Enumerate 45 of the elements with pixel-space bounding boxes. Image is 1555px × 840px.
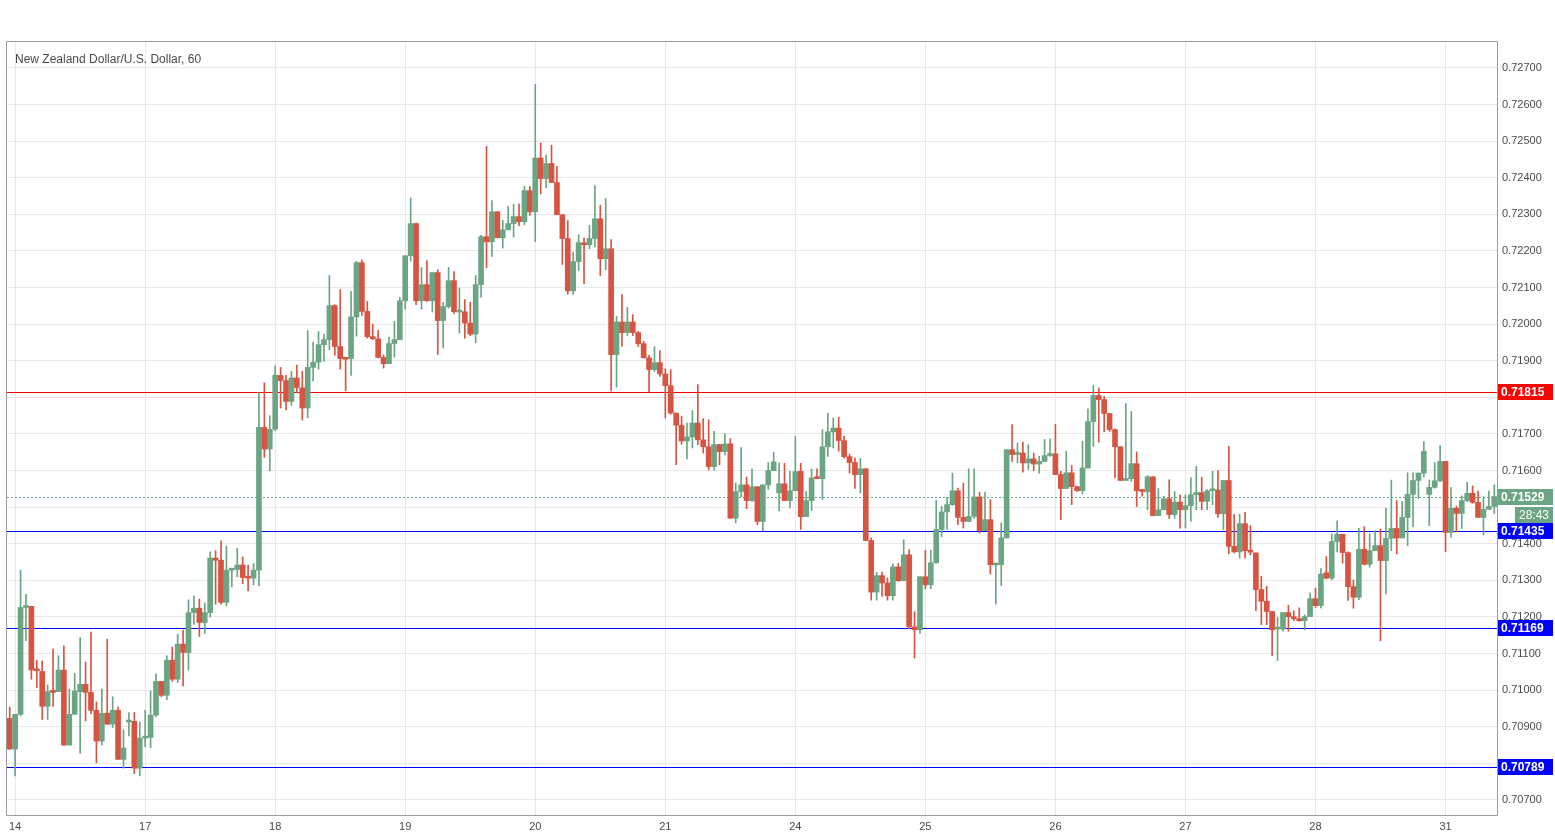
candlestick — [581, 237, 587, 284]
y-tick-label: 0.71200 — [1502, 610, 1542, 623]
x-tick-label: 17 — [139, 819, 152, 832]
candlestick — [1177, 494, 1183, 529]
y-tick-label: 0.70700 — [1502, 793, 1542, 806]
candlestick — [602, 198, 609, 270]
x-tick-label: 28 — [1309, 819, 1322, 832]
y-tick-label: 0.71100 — [1502, 646, 1541, 659]
y-tick-label: 0.72300 — [1502, 207, 1542, 220]
x-tick-label: 20 — [529, 819, 542, 832]
y-tick-label: 0.72200 — [1502, 244, 1542, 257]
x-tick-label: 24 — [789, 819, 802, 832]
y-tick-label: 0.72600 — [1502, 97, 1542, 110]
y-tick-label: 0.71400 — [1502, 536, 1542, 549]
ref-line-label: 0.71435 — [1501, 523, 1545, 538]
candlestick — [50, 648, 56, 707]
y-tick-label: 0.72700 — [1502, 61, 1542, 74]
candlestick — [619, 294, 625, 347]
text: 28:43 — [1518, 507, 1550, 522]
y-tick-label: 0.71000 — [1502, 683, 1542, 696]
y-tick-label: 0.72400 — [1502, 170, 1542, 183]
x-tick-label: 25 — [919, 819, 932, 832]
y-tick-label: 0.71900 — [1502, 353, 1542, 366]
ref-line-label: 0.70789 — [1501, 759, 1545, 774]
text: New Zealand Dollar/U.S. Dollar, 60 — [15, 52, 202, 67]
x-tick-label: 31 — [1439, 819, 1452, 832]
y-tick-label: 0.72000 — [1502, 317, 1542, 330]
y-tick-label: 0.71600 — [1502, 463, 1542, 476]
x-tick-label: 18 — [269, 819, 282, 832]
x-tick-label: 26 — [1049, 819, 1062, 832]
ref-line-label: 0.71815 — [1501, 384, 1545, 399]
ref-line-label: 0.71169 — [1501, 620, 1545, 635]
candlestick — [180, 629, 186, 687]
candlestick — [1009, 424, 1015, 462]
y-tick-label: 0.72500 — [1502, 134, 1542, 147]
y-tick-label: 0.71300 — [1502, 573, 1542, 586]
x-tick-label: 19 — [399, 819, 412, 832]
x-tick-label: 14 — [9, 819, 22, 832]
ref-line-label: 0.71529 — [1501, 489, 1545, 504]
x-tick-label: 21 — [659, 819, 672, 832]
y-tick-label: 0.70900 — [1502, 719, 1542, 732]
y-tick-label: 0.72100 — [1502, 280, 1542, 293]
x-tick-label: 27 — [1179, 819, 1192, 832]
y-tick-label: 0.71700 — [1502, 427, 1542, 440]
candlestick — [104, 638, 111, 725]
